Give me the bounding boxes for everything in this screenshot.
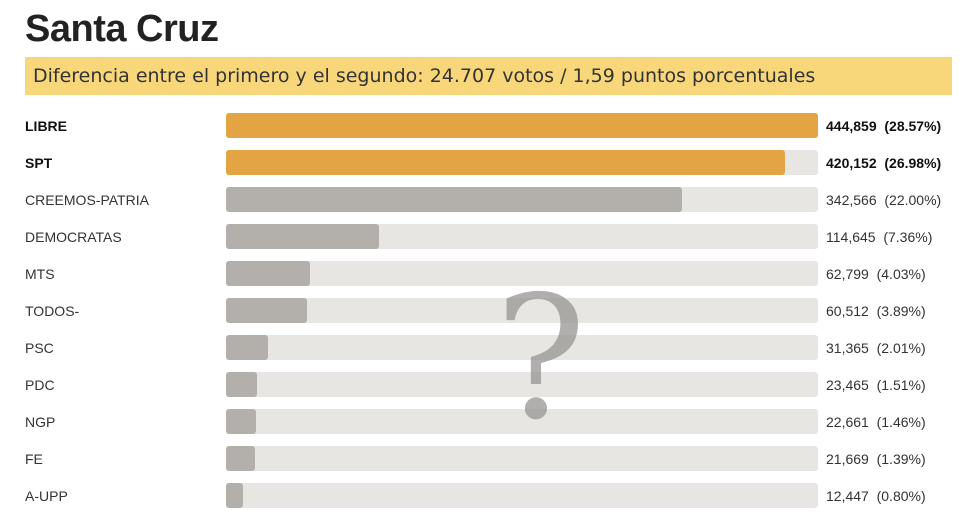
bar: [226, 298, 307, 323]
bar-row: A-UPP 12,447 (0.80%): [0, 483, 980, 509]
category-label: NGP: [25, 414, 56, 430]
bar: [226, 261, 310, 286]
bar-track: [226, 372, 818, 397]
value-label: 22,661 (1.46%): [826, 414, 926, 430]
bar-track: [226, 409, 818, 434]
bar: [226, 187, 682, 212]
value-label: 21,669 (1.39%): [826, 451, 926, 467]
value-label: 60,512 (3.89%): [826, 303, 926, 319]
bar: [226, 150, 786, 175]
value-label: 342,566 (22.00%): [826, 192, 942, 208]
bar: [226, 483, 243, 508]
value-label: 444,859 (28.57%): [826, 118, 942, 134]
category-label: FE: [25, 451, 43, 467]
bar-track: [226, 113, 818, 138]
bar-track: [226, 224, 818, 249]
category-label: A-UPP: [25, 488, 68, 504]
bar-row: CREEMOS-PATRIA 342,566 (22.00%): [0, 187, 980, 213]
bar-row: FE 21,669 (1.39%): [0, 446, 980, 472]
bar: [226, 409, 257, 434]
bar: [226, 224, 379, 249]
bar-track: [226, 446, 818, 471]
bar-row: DEMOCRATAS 114,645 (7.36%): [0, 224, 980, 250]
chart-title: Santa Cruz: [25, 8, 219, 50]
bar-row: LIBRE 444,859 (28.57%): [0, 113, 980, 139]
bar-row: SPT 420,152 (26.98%): [0, 150, 980, 176]
category-label: MTS: [25, 266, 55, 282]
bar: [226, 446, 255, 471]
value-label: 31,365 (2.01%): [826, 340, 926, 356]
value-label: 420,152 (26.98%): [826, 155, 942, 171]
chart-subtitle: Diferencia entre el primero y el segundo…: [25, 57, 952, 95]
bar: [226, 113, 818, 138]
bar-track: [226, 187, 818, 212]
bar-track: [226, 261, 818, 286]
category-label: TODOS-: [25, 303, 80, 319]
category-label: PSC: [25, 340, 54, 356]
bar-row: NGP 22,661 (1.46%): [0, 409, 980, 435]
bar-row: MTS 62,799 (4.03%): [0, 261, 980, 287]
bar-row: TODOS- 60,512 (3.89%): [0, 298, 980, 324]
value-label: 114,645 (7.36%): [826, 229, 933, 245]
value-label: 62,799 (4.03%): [826, 266, 926, 282]
bar: [226, 335, 268, 360]
value-label: 23,465 (1.51%): [826, 377, 926, 393]
bar: [226, 372, 258, 397]
bar-track: [226, 150, 818, 175]
category-label: PDC: [25, 377, 55, 393]
bar-track: [226, 298, 818, 323]
category-label: SPT: [25, 155, 53, 171]
bar-track: [226, 483, 818, 508]
bar-row: PSC 31,365 (2.01%): [0, 335, 980, 361]
value-label: 12,447 (0.80%): [826, 488, 926, 504]
category-label: DEMOCRATAS: [25, 229, 122, 245]
category-label: CREEMOS-PATRIA: [25, 192, 149, 208]
bar-row: PDC 23,465 (1.51%): [0, 372, 980, 398]
category-label: LIBRE: [25, 118, 67, 134]
bar-track: [226, 335, 818, 360]
